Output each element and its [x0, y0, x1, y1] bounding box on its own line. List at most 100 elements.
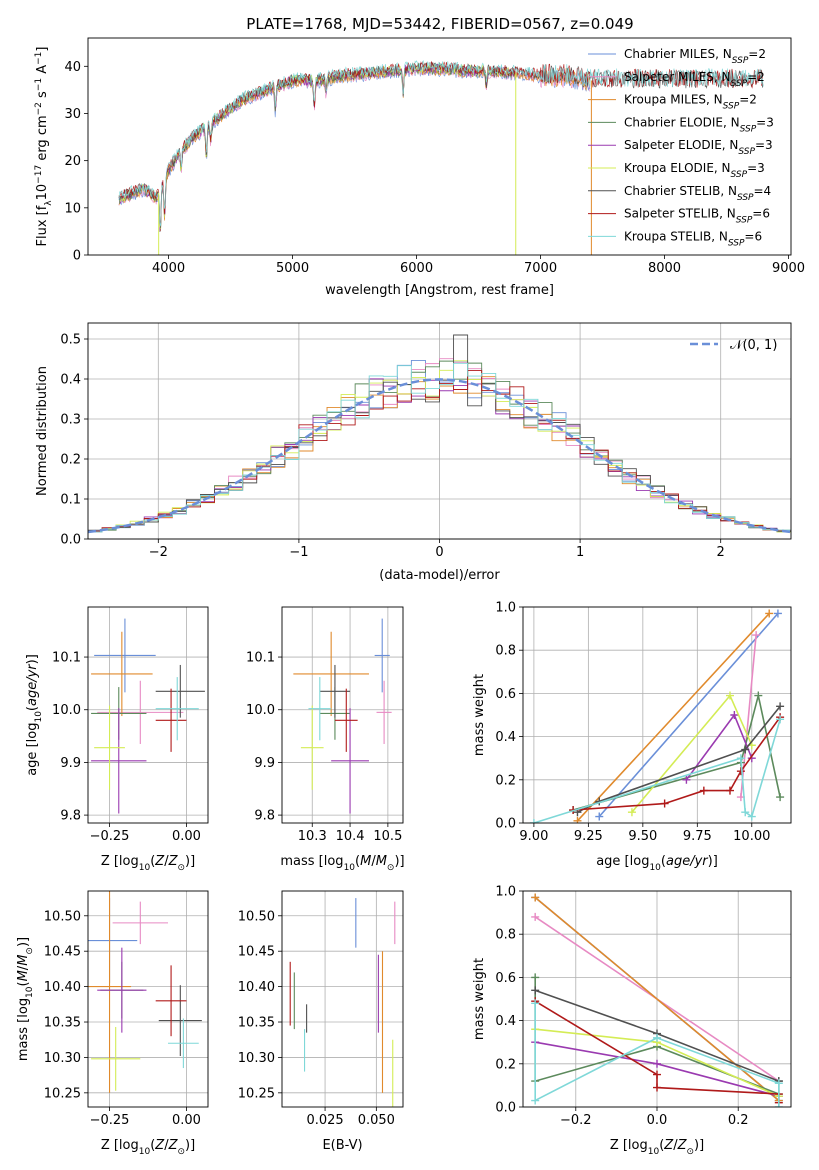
- label-part: /: [16, 965, 31, 970]
- age-vs-mass-axes: 10.3 10.4 10.5 9.8 9.9 10.0 10.1: [246, 607, 403, 844]
- weight-marker-1: [752, 631, 761, 640]
- legend-label: Salpeter ELODIE, NSSP=3: [624, 138, 773, 157]
- label-part: age [log: [25, 723, 40, 776]
- spectrum-series-4: [118, 62, 516, 232]
- age-vs-Z-points: [91, 618, 205, 814]
- label-part: )]: [394, 854, 404, 869]
- residual-hists: [88, 334, 791, 534]
- x-tick-label: −2: [149, 545, 168, 560]
- mass-vs-EBV-axes: 0.025 0.050 10.25 10.30 10.35 10.40 10.45 10.50: [238, 891, 403, 1128]
- massweight-vs-Z-lines: [531, 893, 783, 1107]
- spectrum-series-2: [118, 65, 591, 232]
- y-tick-label: 0: [73, 249, 81, 264]
- legend-label: Kroupa STELIB, NSSP=6: [624, 229, 762, 248]
- y-tick-label: 9.8: [254, 809, 275, 824]
- weight-marker-7: [660, 799, 669, 808]
- y-tick-label: 10.35: [44, 1016, 81, 1031]
- x-tick-label: 5000: [276, 261, 309, 276]
- weight-marker-8: [776, 715, 785, 724]
- y-tick-label: 0.8: [495, 644, 516, 659]
- label-part: Z: [168, 854, 179, 869]
- y-tick-label: 9.8: [60, 809, 81, 824]
- y-tick-label: 10.40: [44, 980, 81, 995]
- mass-vs-Z-ylabel: mass [log10(M/M⊙)]: [16, 937, 35, 1061]
- weight-marker-8: [653, 1033, 661, 1042]
- x-tick-label: 10.5: [373, 829, 402, 844]
- label-part: M: [16, 955, 31, 966]
- label-part: /: [673, 1138, 678, 1153]
- y-tick-label: 0.0: [60, 533, 81, 548]
- weight-marker-4: [682, 775, 691, 784]
- massweight-vs-age-axes: 9.00 9.25 9.50 9.75 10.00 0.0 0.2 0.4 0.6 0.8 1.0: [495, 601, 791, 844]
- spectrum-axes: 4000 5000 6000 7000 8000 9000 0 10 20 30 40: [64, 60, 805, 276]
- residuals-xlabel: (data-model)/error: [379, 568, 500, 583]
- label-part: 10: [344, 863, 356, 873]
- label-part: ⊙: [686, 1147, 694, 1157]
- weight-marker-2: [765, 609, 774, 618]
- label-part: )]: [185, 1138, 195, 1153]
- label-part: −1: [34, 52, 44, 65]
- weight-marker-8: [747, 812, 756, 821]
- label-part: /: [164, 1138, 169, 1153]
- label-part: 10: [139, 1147, 151, 1157]
- y-tick-label: 0.6: [495, 687, 516, 702]
- residual-hist-8: [88, 362, 791, 533]
- x-tick-label: 7000: [524, 261, 557, 276]
- weight-marker-5: [627, 808, 636, 817]
- mass-vs-Z-xlabel: Z [log10(Z/Z⊙)]: [101, 1138, 195, 1157]
- weight-marker-7: [736, 767, 745, 776]
- weight-line-6: [577, 705, 781, 813]
- massweight-vs-age-frame: [522, 606, 792, 824]
- spectrum-lines: [118, 60, 764, 255]
- weight-marker-4: [653, 1059, 661, 1068]
- y-tick-label: 0.2: [60, 453, 81, 468]
- label-part: Z: [154, 854, 165, 869]
- y-tick-label: 9.9: [254, 756, 275, 771]
- y-tick-label: 10.0: [52, 703, 81, 718]
- y-tick-label: 10.35: [238, 1016, 275, 1031]
- label-part: Salpeter ELODIE, N: [624, 138, 738, 152]
- label-part: =2: [748, 47, 766, 61]
- label-part: (: [150, 1138, 155, 1153]
- label-part: ⊙: [177, 863, 185, 873]
- label-part: 10: [35, 184, 50, 201]
- x-tick-label: −0.25: [90, 829, 130, 844]
- y-tick-label: 1.0: [495, 601, 516, 616]
- weight-marker-8: [531, 1096, 540, 1105]
- y-tick-label: 10.25: [238, 1086, 275, 1101]
- y-tick-label: 9.9: [60, 756, 81, 771]
- y-tick-label: 0.6: [495, 971, 516, 986]
- x-tick-label: 0.00: [172, 1113, 201, 1128]
- label-part: =3: [747, 161, 765, 175]
- label-part: )]: [694, 1138, 704, 1153]
- weight-marker-3: [754, 691, 763, 700]
- y-tick-label: 10.1: [246, 651, 275, 666]
- y-tick-label: 0.4: [60, 373, 81, 388]
- label-part: =3: [756, 115, 774, 129]
- x-tick-label: 1: [576, 545, 584, 560]
- y-tick-label: 0.4: [495, 1014, 516, 1029]
- y-tick-label: 10.50: [238, 909, 275, 924]
- weight-marker-8: [531, 999, 540, 1008]
- label-part: )]: [16, 937, 31, 947]
- x-tick-label: 10.3: [298, 829, 327, 844]
- label-part: =6: [752, 207, 770, 221]
- label-part: mass [log: [16, 998, 31, 1061]
- massweight-vs-Z-xlabel: Z [log10(Z/Z⊙)]: [610, 1138, 704, 1157]
- label-part: )]: [25, 654, 40, 664]
- weight-marker-8: [774, 1103, 783, 1107]
- weight-marker-3: [531, 973, 540, 982]
- label-part: SSP: [731, 170, 748, 180]
- label-part: Z [log: [610, 1138, 648, 1153]
- weight-line-0: [598, 612, 779, 818]
- mass-vs-Z-axes: −0.25 0.00 10.25 10.30 10.35 10.40 10.45 10.50: [44, 891, 208, 1128]
- label-part: 10: [25, 986, 35, 998]
- weight-marker-8: [529, 819, 538, 823]
- age-vs-Z-axes: −0.25 0.00 9.8 9.9 10.0 10.1: [52, 607, 208, 844]
- mass-vs-EBV-xlabel: E(B-V): [322, 1138, 362, 1153]
- label-part: M: [360, 854, 371, 869]
- spectrum-series-0: [118, 66, 591, 231]
- massweight-vs-Z-ylabel: mass weight: [472, 958, 487, 1040]
